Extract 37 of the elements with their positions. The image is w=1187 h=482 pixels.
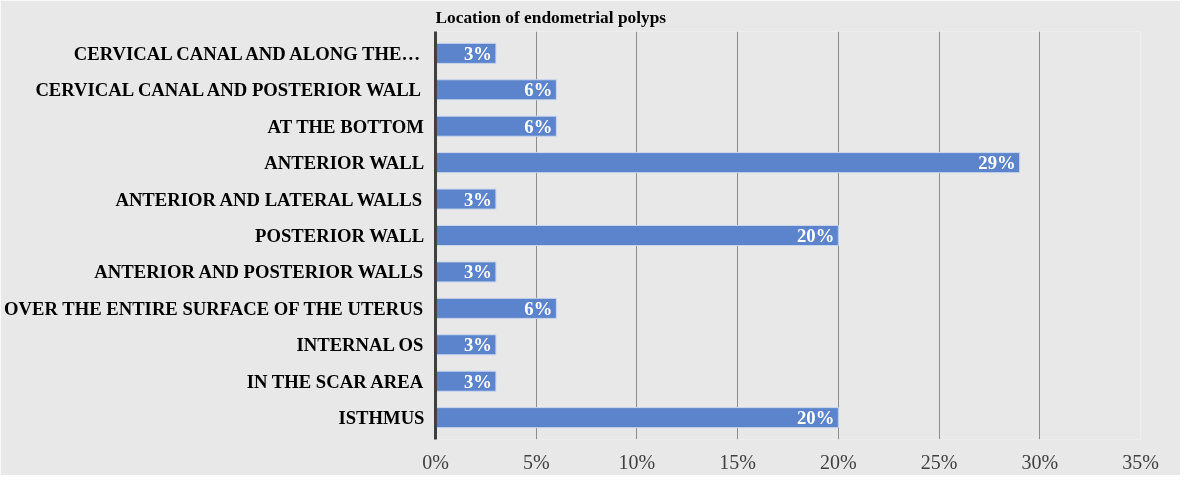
- x-tick-label: 0%: [422, 450, 449, 473]
- data-label: 3%: [463, 370, 492, 392]
- x-tick-label: 25%: [920, 450, 958, 473]
- x-tick-label: 30%: [1021, 450, 1059, 473]
- data-label: 3%: [463, 334, 492, 356]
- bar: [435, 152, 1021, 174]
- data-label: 20%: [797, 225, 835, 246]
- y-tick-label: ANTERIOR AND LATERAL WALLS: [115, 188, 423, 210]
- y-tick-label: POSTERIOR WALL: [255, 225, 425, 246]
- chart-title: Location of endometrial polyps: [435, 7, 667, 27]
- x-tick-label: 15%: [719, 450, 756, 473]
- data-label: 29%: [978, 152, 1016, 174]
- y-tick-label: CERVICAL CANAL AND POSTERIOR WALL: [35, 79, 422, 101]
- y-tick-label: ANTERIOR AND POSTERIOR WALLS: [94, 261, 424, 283]
- bar: [435, 224, 839, 247]
- x-tick-label: 20%: [820, 450, 857, 473]
- y-tick-label: CERVICAL CANAL AND ALONG THE…: [73, 42, 421, 64]
- y-tick-label: ISTHMUS: [338, 407, 425, 429]
- y-tick-label: AT THE BOTTOM: [267, 115, 425, 137]
- bar: [435, 407, 839, 429]
- data-label: 6%: [524, 297, 553, 319]
- y-tick-label: OVER THE ENTIRE SURFACE OF THE UTERUS: [3, 297, 424, 319]
- data-label: 6%: [524, 115, 553, 137]
- x-tick-label: 35%: [1122, 450, 1159, 473]
- bar: [435, 79, 557, 101]
- x-tick-label: 10%: [618, 450, 656, 473]
- data-label: 20%: [797, 407, 835, 429]
- y-tick-label: IN THE SCAR AREA: [246, 370, 424, 392]
- bar: [435, 115, 557, 137]
- bar: [435, 297, 557, 319]
- data-label: 3%: [463, 42, 492, 64]
- data-label: 6%: [524, 79, 553, 101]
- y-tick-label: INTERNAL OS: [296, 334, 424, 356]
- data-label: 3%: [463, 188, 492, 210]
- x-tick-label: 5%: [522, 450, 550, 473]
- y-tick-label: ANTERIOR WALL: [264, 152, 425, 174]
- data-label: 3%: [463, 261, 492, 283]
